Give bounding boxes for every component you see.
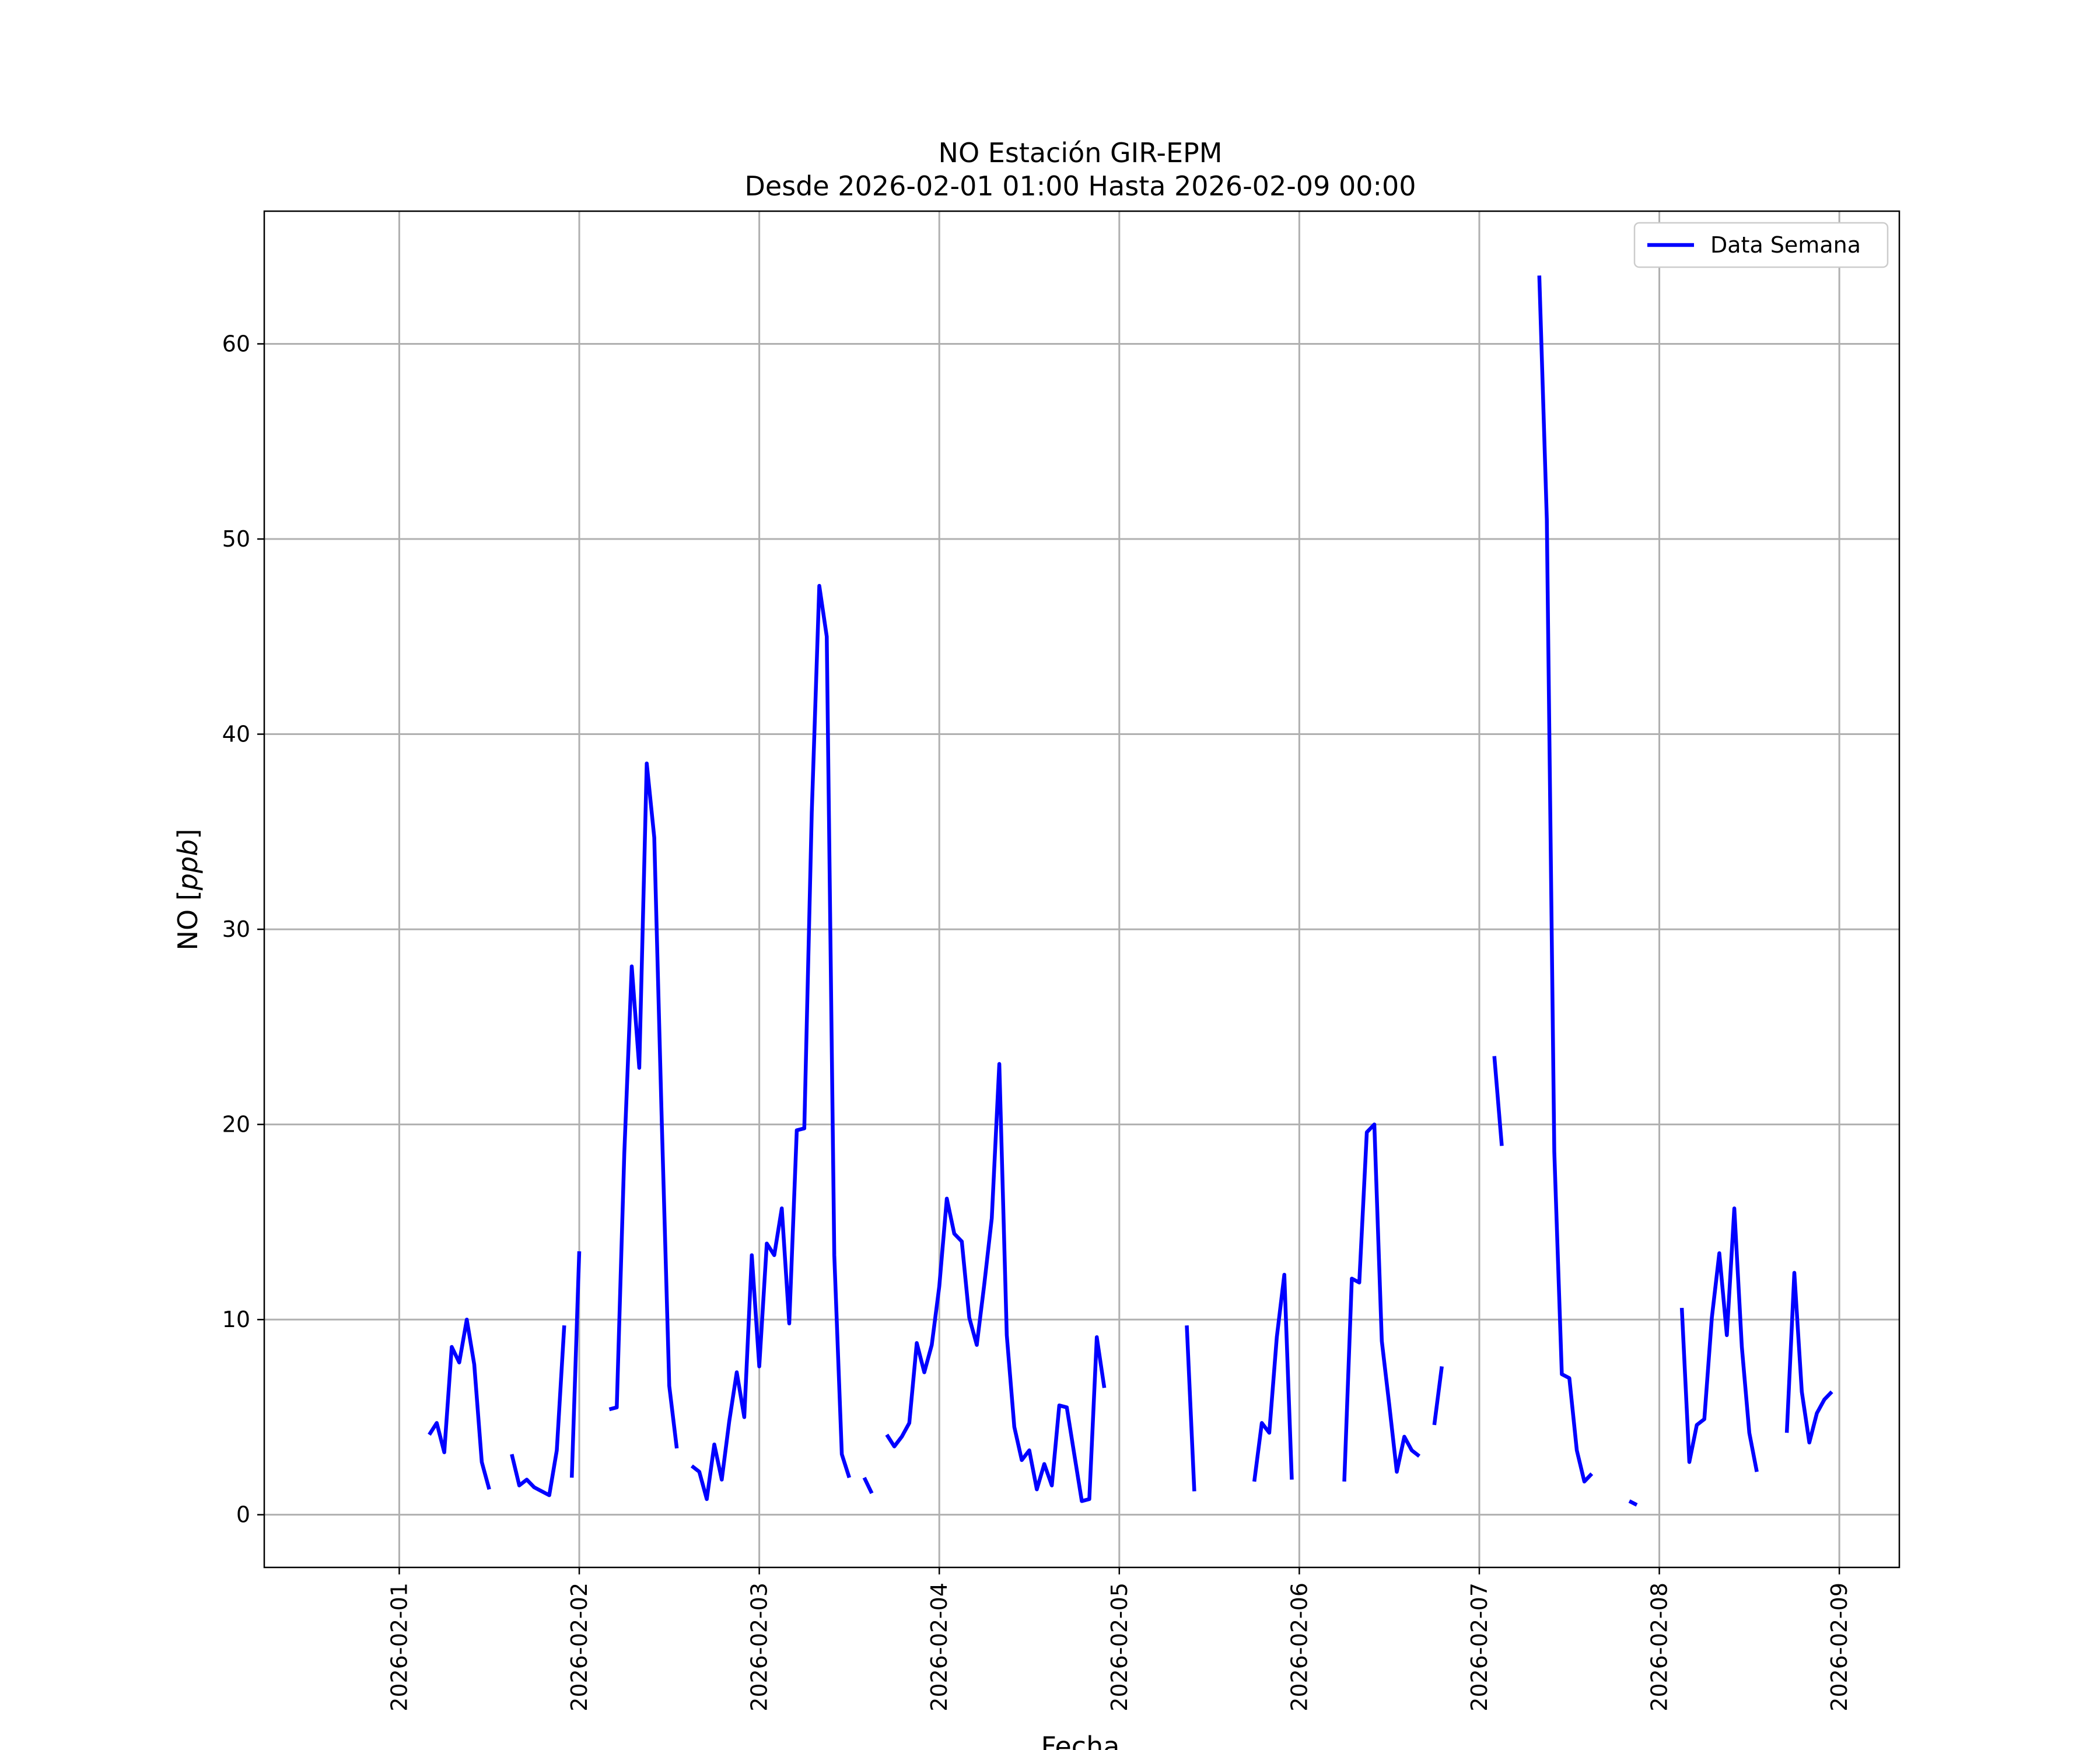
- series-segment-0-14: [1679, 1206, 1759, 1472]
- x-tick-label-1: 2026-02-02: [566, 1583, 592, 1712]
- y-axis-label: NO [ppb]: [172, 829, 204, 951]
- legend-label-data-semana: Data Semana: [1710, 232, 1861, 258]
- series-segment-0-6: [885, 1062, 1107, 1503]
- y-tick-label-2: 20: [222, 1112, 250, 1138]
- series-segment-0-5: [862, 1476, 874, 1494]
- y-tick-label-1: 10: [222, 1307, 250, 1332]
- y-axis-ticks: 0 10 20 30 40 50 60: [222, 331, 264, 1528]
- series-segment-0-0: [428, 1317, 491, 1490]
- series-segment-0-12: [1537, 275, 1594, 1484]
- x-tick-label-4: 2026-02-05: [1107, 1583, 1132, 1712]
- series-data-semana: [428, 275, 1833, 1507]
- series-segment-0-4: [690, 584, 851, 1502]
- series-segment-0-2: [569, 1251, 582, 1478]
- x-tick-label-7: 2026-02-08: [1647, 1583, 1672, 1712]
- grid-lines: [264, 211, 1899, 1567]
- series-segment-0-11: [1492, 1056, 1504, 1146]
- y-tick-label-5: 50: [222, 526, 250, 552]
- x-tick-label-5: 2026-02-06: [1286, 1583, 1312, 1712]
- series-segment-0-9: [1342, 1122, 1421, 1482]
- chart-subtitle: Desde 2026-02-01 01:00 Hasta 2026-02-09 …: [744, 170, 1416, 202]
- plot-frame: [263, 210, 1901, 1569]
- series-segment-0-10: [1432, 1366, 1444, 1426]
- y-axis-label-text: NO [: [172, 890, 204, 950]
- series-segment-0-15: [1784, 1270, 1833, 1445]
- y-axis-label-unit: ppb: [172, 839, 204, 891]
- series-segment-0-1: [510, 1325, 566, 1497]
- y-tick-label-3: 30: [222, 916, 250, 942]
- series-segment-0-7: [1185, 1325, 1196, 1492]
- y-tick-label-0: 0: [236, 1502, 250, 1528]
- y-tick-label-6: 60: [222, 331, 250, 356]
- chart-title: NO Estación GIR-EPM: [939, 137, 1223, 169]
- x-tick-label-8: 2026-02-09: [1826, 1583, 1852, 1712]
- legend-box: [1633, 222, 1889, 268]
- legend: Data Semana: [1633, 222, 1889, 268]
- x-tick-label-2: 2026-02-03: [747, 1583, 772, 1712]
- x-axis-label: Fecha: [1041, 1731, 1120, 1750]
- series-segment-0-13: [1628, 1499, 1638, 1507]
- x-tick-label-3: 2026-02-04: [926, 1583, 952, 1712]
- x-tick-label-0: 2026-02-01: [386, 1583, 412, 1712]
- series-segment-0-3: [608, 761, 679, 1449]
- series-segment-0-8: [1252, 1272, 1294, 1482]
- y-axis-label-close: ]: [172, 829, 204, 839]
- y-tick-label-4: 40: [222, 722, 250, 747]
- x-axis-ticks: 2026-02-01 2026-02-02 2026-02-03 2026-02-04…: [386, 1567, 1852, 1712]
- x-tick-label-6: 2026-02-07: [1466, 1583, 1492, 1712]
